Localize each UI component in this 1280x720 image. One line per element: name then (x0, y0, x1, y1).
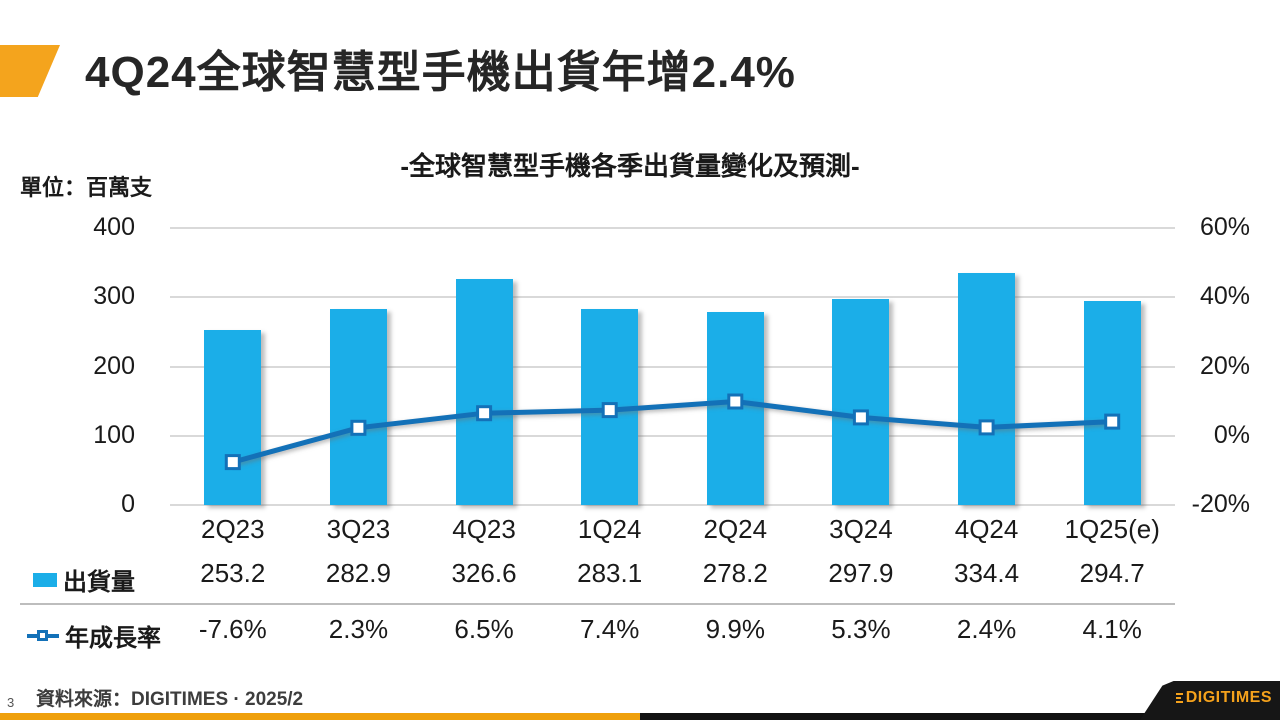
bar-2Q23 (204, 329, 262, 505)
shipment-value: 326.6 (451, 558, 517, 588)
category-label: 2Q23 (201, 514, 265, 544)
growth-line (232, 398, 1113, 465)
line-marker-3Q24 (852, 409, 869, 426)
line-marker-1Q25(e) (1104, 413, 1121, 430)
growth-value-row: -7.6% 2.3% 6.5% 7.4% 9.9% 5.3% 2.4% 4.1% (170, 614, 1175, 645)
line-marker-1Q24 (601, 402, 618, 419)
growth-value: 2.4% (956, 614, 1017, 644)
growth-value: 2.3% (328, 614, 389, 644)
category-label: 4Q24 (954, 514, 1019, 544)
category-label: 4Q23 (452, 514, 516, 544)
bar-4Q23 (455, 278, 513, 505)
gridline (170, 504, 1175, 506)
bar-4Q24 (958, 273, 1016, 505)
growth-value: 5.3% (831, 614, 891, 644)
axis-tick-label: 100 (93, 420, 135, 449)
category-row: 2Q23 3Q23 4Q23 1Q24 2Q24 3Q24 4Q24 1Q25(e) (170, 514, 1175, 545)
shipment-value: 334.4 (954, 558, 1020, 588)
line-series (224, 393, 1121, 471)
shipment-value: 282.9 (325, 558, 391, 588)
shipment-value: 253.2 (200, 558, 266, 588)
category-label: 1Q25(e) (1064, 514, 1160, 544)
bar-1Q25(e) (1083, 300, 1141, 505)
growth-value: -7.6% (198, 614, 267, 644)
axis-tick-label: 60% (1199, 213, 1250, 241)
axis-tick-label: 20% (1199, 351, 1250, 380)
plot-area (170, 227, 1175, 506)
axis-tick-label: 300 (93, 282, 135, 311)
shipment-legend: 出貨量 (33, 562, 135, 597)
page-number: 3 (7, 695, 15, 710)
chart-title: -全球智慧型手機各季出貨量變化及預測- (400, 151, 860, 181)
line-marker-3Q23 (350, 419, 367, 436)
shipment-value: 294.7 (1079, 558, 1145, 588)
growth-value: 7.4% (580, 614, 640, 644)
footer-bar-orange (0, 713, 640, 720)
axis-tick-label: 400 (93, 213, 135, 241)
line-marker-4Q24 (978, 419, 995, 436)
logo-speedlines-icon (1175, 692, 1183, 703)
axis-tick-label: 0% (1213, 420, 1250, 449)
source-note: 資料來源：DIGITIMES · 2025/2 (36, 689, 304, 710)
gridline (170, 227, 1175, 229)
row-separator (20, 603, 1175, 605)
growth-value: 6.5% (454, 614, 514, 644)
growth-legend: 年成長率 (27, 618, 161, 653)
line-marker-swatch-icon (27, 628, 59, 644)
page-title: 4Q24全球智慧型手機出貨年增2.4% (85, 48, 796, 97)
axis-tick-label: 0 (121, 490, 135, 518)
shipment-value: 297.9 (828, 558, 894, 588)
growth-value: 4.1% (1082, 614, 1142, 644)
category-label: 1Q24 (577, 514, 642, 544)
shipment-value: 283.1 (577, 558, 643, 588)
gridline (170, 434, 1175, 437)
shipment-value-row: 253.2 282.9 326.6 283.1 278.2 297.9 334.4 294.7 (170, 558, 1175, 589)
line-marker-4Q23 (476, 405, 493, 422)
axis-tick-label: 40% (1199, 282, 1250, 311)
shipment-legend-label: 出貨量 (63, 569, 135, 596)
growth-legend-label: 年成長率 (65, 625, 161, 652)
bar-swatch-icon (33, 572, 57, 587)
growth-value: 9.9% (705, 614, 765, 644)
bar-3Q23 (329, 309, 387, 505)
logo-wordmark: DIGITIMES (1185, 688, 1272, 706)
gridline (170, 365, 1175, 368)
footer-bar-black (640, 713, 1280, 720)
category-label: 3Q23 (326, 514, 391, 544)
shipment-value: 278.2 (702, 558, 768, 588)
digitimes-logo: DIGITIMES (1175, 688, 1272, 707)
axis-tick-label: -20% (1191, 490, 1250, 518)
line-marker-2Q24 (727, 393, 744, 410)
category-label: 3Q24 (829, 514, 893, 544)
gridline (170, 296, 1175, 299)
axis-tick-label: 200 (93, 351, 135, 380)
line-marker-2Q23 (224, 454, 241, 471)
bar-3Q24 (832, 298, 890, 505)
category-label: 2Q24 (703, 514, 768, 544)
unit-label: 單位：百萬支 (20, 175, 153, 200)
title-accent-shape (0, 45, 60, 97)
digitimes-logo-plate: DIGITIMES (1140, 681, 1280, 720)
